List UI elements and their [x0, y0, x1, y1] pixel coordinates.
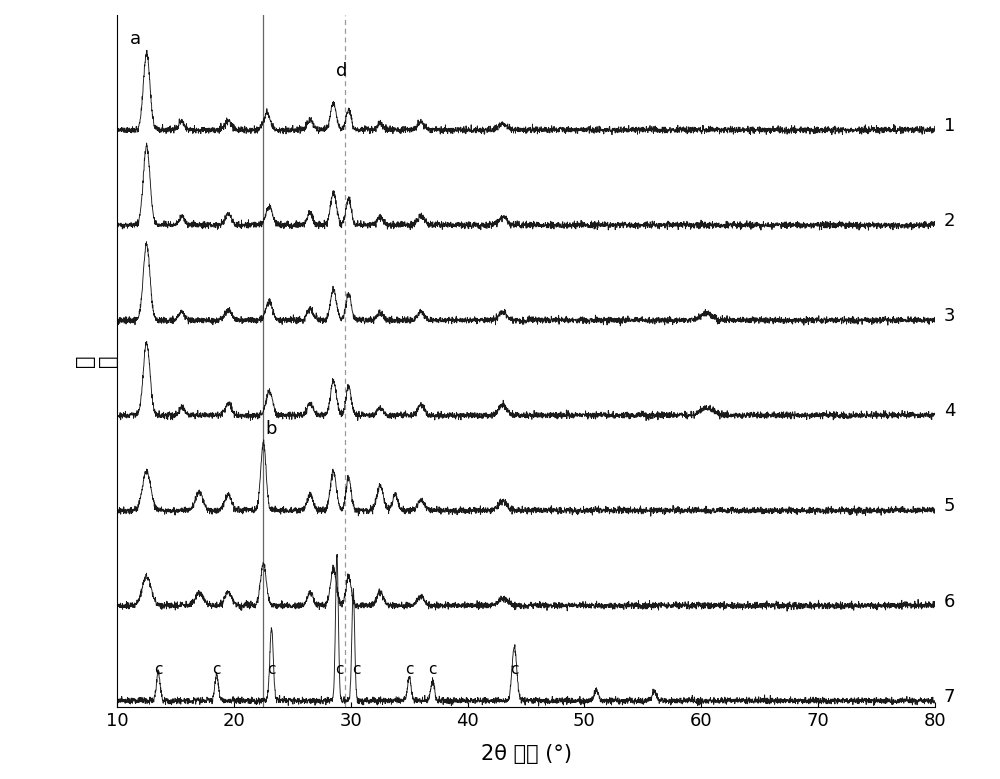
Text: a: a [129, 30, 141, 48]
X-axis label: 2θ 范围 (°): 2θ 范围 (°) [481, 744, 572, 764]
Text: 6: 6 [944, 593, 955, 611]
Text: 5: 5 [944, 498, 955, 516]
Text: 1: 1 [944, 117, 955, 135]
Text: c: c [212, 662, 221, 677]
Text: c: c [267, 662, 276, 677]
Text: d: d [336, 62, 347, 79]
Text: 7: 7 [944, 688, 955, 706]
Text: 3: 3 [944, 307, 955, 325]
Text: c: c [154, 662, 163, 677]
Text: 4: 4 [944, 402, 955, 421]
Text: c: c [405, 662, 414, 677]
Text: c: c [428, 662, 437, 677]
Text: b: b [266, 420, 277, 438]
Text: 2: 2 [944, 212, 955, 230]
Text: c: c [335, 662, 343, 677]
Text: c: c [353, 662, 361, 677]
Text: c: c [510, 662, 519, 677]
Y-axis label: 强
度: 强 度 [75, 355, 118, 368]
